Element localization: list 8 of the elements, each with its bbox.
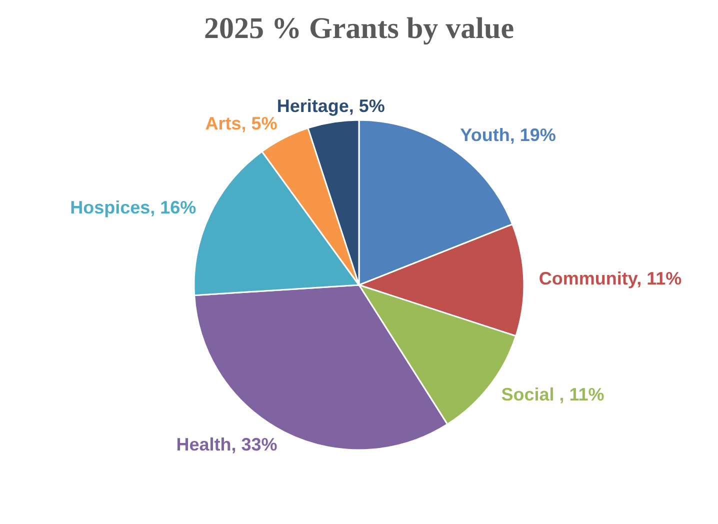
slice-label: Hospices, 16% <box>70 197 196 218</box>
chart-title: 2025 % Grants by value <box>204 12 514 45</box>
slice-label: Social , 11% <box>501 384 604 404</box>
slice-label: Health, 33% <box>176 434 278 454</box>
slice-label: Arts, 5% <box>205 114 278 134</box>
slice-label: Community, 11% <box>538 268 682 288</box>
slice-label: Heritage, 5% <box>276 96 385 116</box>
slice-label: Youth, 19% <box>460 125 556 146</box>
